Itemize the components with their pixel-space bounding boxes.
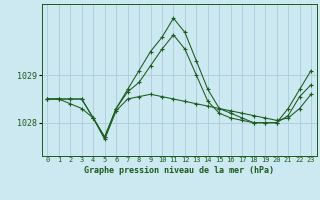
- X-axis label: Graphe pression niveau de la mer (hPa): Graphe pression niveau de la mer (hPa): [84, 166, 274, 175]
